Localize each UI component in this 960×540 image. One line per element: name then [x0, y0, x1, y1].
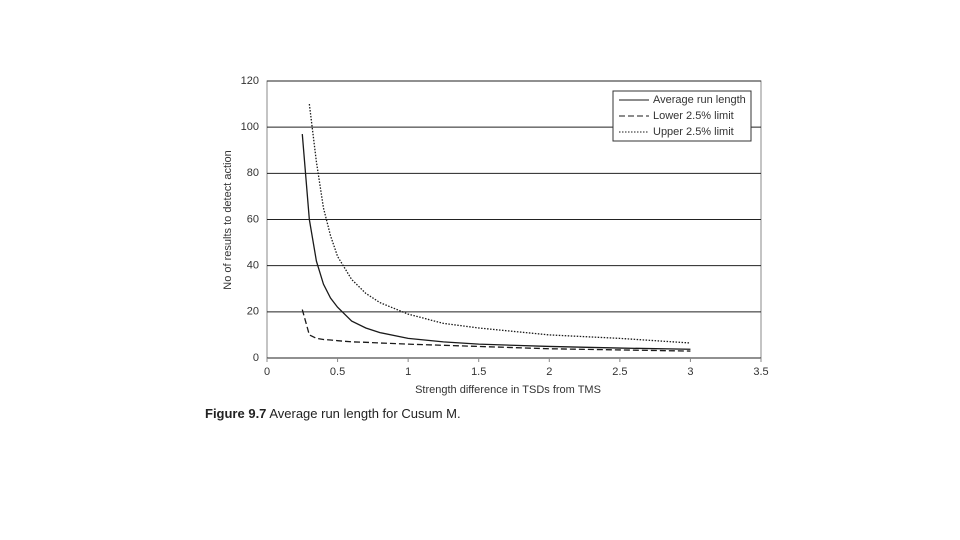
legend-label: Average run length	[653, 94, 746, 106]
series-line	[301, 134, 691, 350]
caption-text: Average run length for Cusum M.	[269, 406, 460, 421]
x-axis-label: Strength difference in TSDs from TMS	[415, 384, 601, 396]
x-tick-label: 3.5	[753, 366, 768, 378]
y-tick-label: 60	[247, 213, 259, 225]
x-tick-label: 3	[687, 366, 693, 378]
y-tick-label: 100	[241, 121, 259, 133]
figure-caption: Figure 9.7 Average run length for Cusum …	[205, 406, 461, 421]
legend-box	[612, 90, 752, 142]
figure-label: Figure 9.7	[205, 406, 266, 421]
y-tick-label: 120	[241, 75, 259, 87]
series-line	[301, 309, 691, 352]
y-axis-label: No of results to detect action	[222, 150, 234, 289]
x-tick-label: 0	[264, 366, 270, 378]
x-tick-label: 1.5	[471, 366, 486, 378]
legend-label: Lower 2.5% limit	[653, 110, 734, 122]
series-line	[308, 104, 691, 344]
legend-label: Upper 2.5% limit	[653, 126, 734, 138]
x-tick-label: 1	[405, 366, 411, 378]
x-tick-label: 2.5	[612, 366, 627, 378]
y-tick-label: 80	[247, 167, 259, 179]
y-tick-label: 0	[253, 352, 259, 364]
y-tick-label: 40	[247, 260, 259, 272]
x-tick-label: 2	[546, 366, 552, 378]
x-tick-label: 0.5	[330, 366, 345, 378]
y-tick-label: 20	[247, 306, 259, 318]
